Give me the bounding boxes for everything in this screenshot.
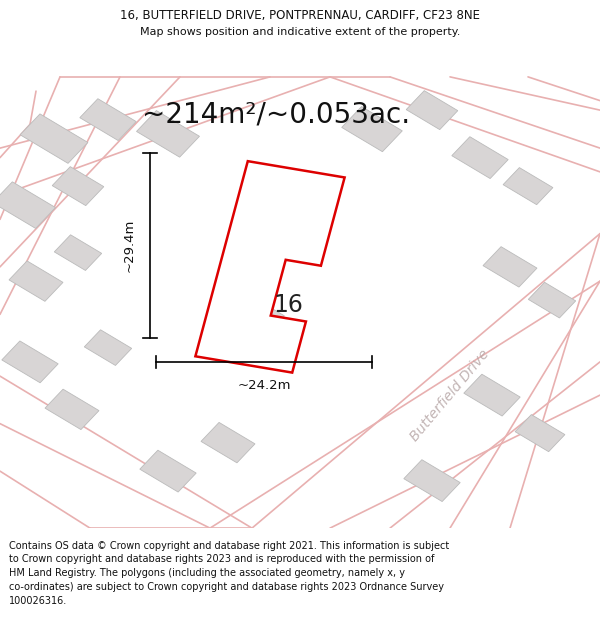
- Text: ~29.4m: ~29.4m: [122, 219, 136, 272]
- Polygon shape: [404, 460, 460, 501]
- Polygon shape: [20, 114, 88, 163]
- Polygon shape: [464, 374, 520, 416]
- Text: ~214m²/~0.053ac.: ~214m²/~0.053ac.: [142, 101, 410, 129]
- Polygon shape: [201, 422, 255, 463]
- Polygon shape: [137, 111, 199, 157]
- Polygon shape: [9, 261, 63, 301]
- Polygon shape: [140, 450, 196, 492]
- Polygon shape: [515, 414, 565, 452]
- Polygon shape: [2, 341, 58, 382]
- Polygon shape: [529, 282, 575, 318]
- Polygon shape: [503, 168, 553, 204]
- Polygon shape: [452, 137, 508, 179]
- Polygon shape: [55, 235, 101, 271]
- Text: co-ordinates) are subject to Crown copyright and database rights 2023 Ordnance S: co-ordinates) are subject to Crown copyr…: [9, 582, 444, 592]
- Polygon shape: [85, 330, 131, 366]
- Polygon shape: [0, 182, 55, 228]
- Text: Map shows position and indicative extent of the property.: Map shows position and indicative extent…: [140, 27, 460, 37]
- Polygon shape: [406, 91, 458, 129]
- Text: ~24.2m: ~24.2m: [237, 379, 291, 392]
- Polygon shape: [342, 106, 402, 152]
- Polygon shape: [483, 247, 537, 287]
- Text: 16, BUTTERFIELD DRIVE, PONTPRENNAU, CARDIFF, CF23 8NE: 16, BUTTERFIELD DRIVE, PONTPRENNAU, CARD…: [120, 9, 480, 22]
- Polygon shape: [196, 161, 344, 372]
- Polygon shape: [45, 389, 99, 429]
- Text: to Crown copyright and database rights 2023 and is reproduced with the permissio: to Crown copyright and database rights 2…: [9, 554, 434, 564]
- Text: HM Land Registry. The polygons (including the associated geometry, namely x, y: HM Land Registry. The polygons (includin…: [9, 568, 405, 578]
- Polygon shape: [80, 99, 136, 141]
- Text: 16: 16: [273, 293, 303, 317]
- Text: 100026316.: 100026316.: [9, 596, 67, 606]
- Polygon shape: [52, 167, 104, 206]
- Text: Butterfield Drive: Butterfield Drive: [408, 347, 492, 444]
- Polygon shape: [220, 290, 284, 339]
- Text: Contains OS data © Crown copyright and database right 2021. This information is : Contains OS data © Crown copyright and d…: [9, 541, 449, 551]
